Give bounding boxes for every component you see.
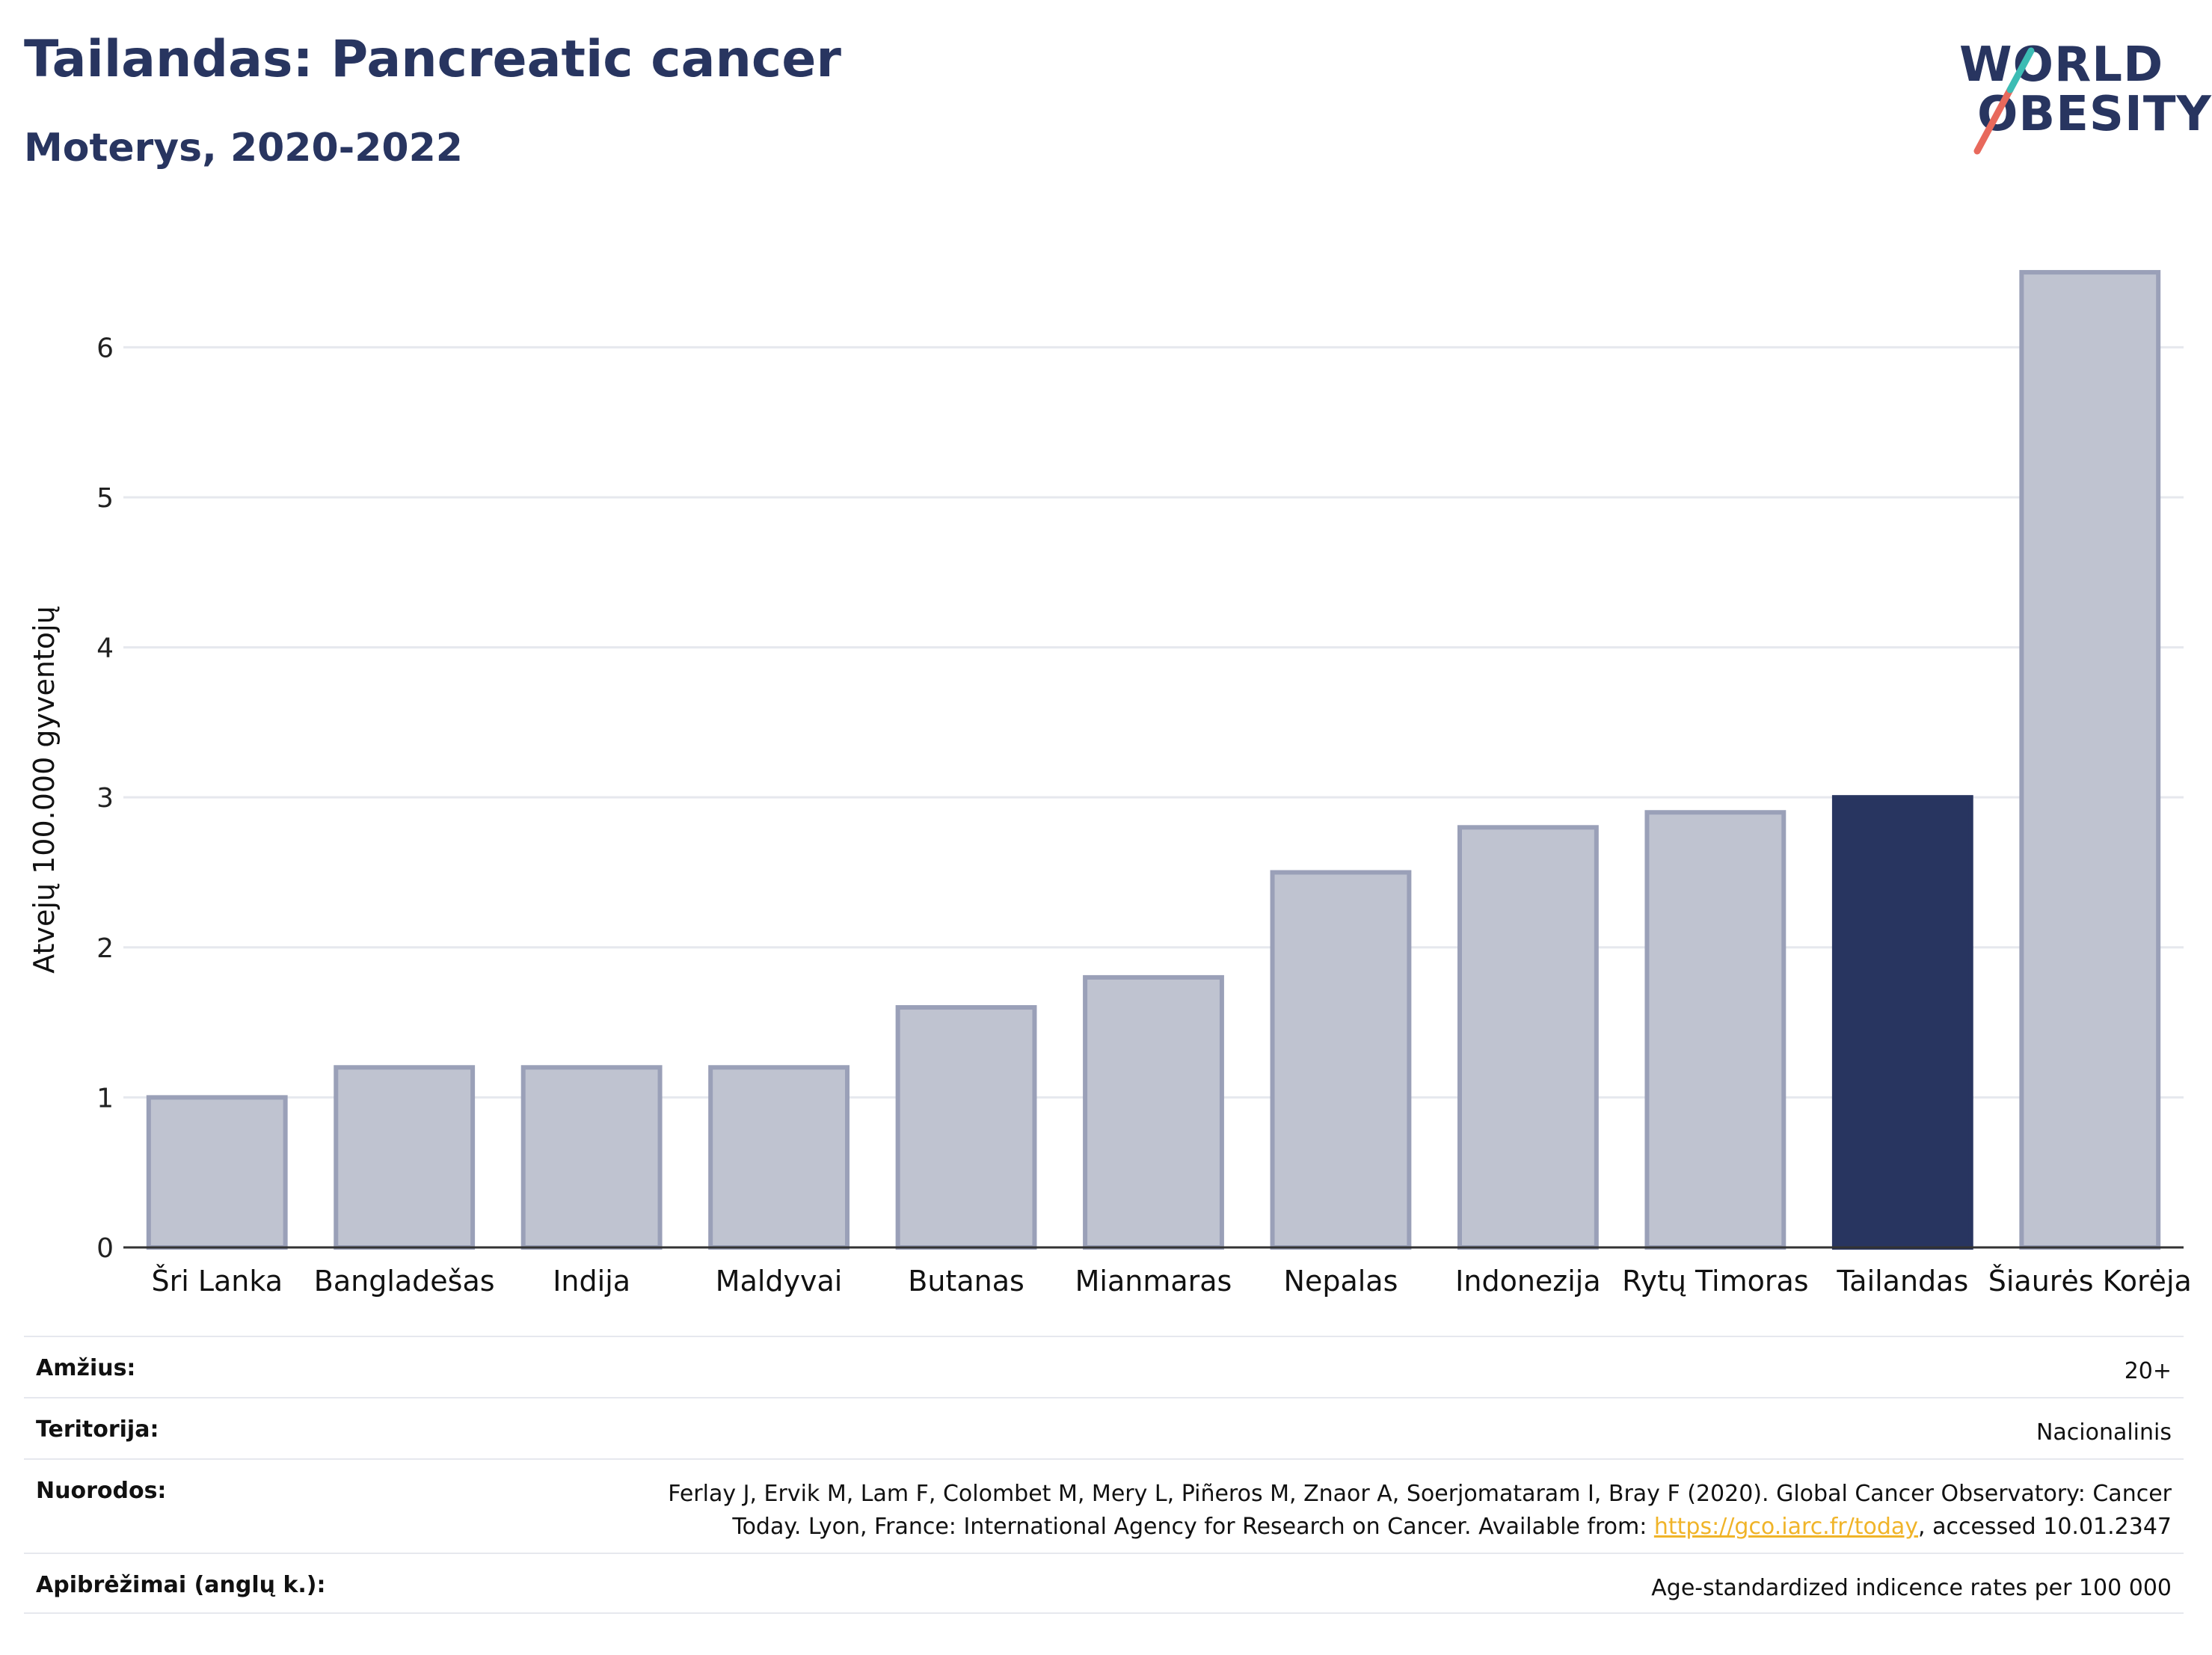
x-tick-label: Nepalas	[1284, 1265, 1398, 1298]
bar	[520, 1065, 663, 1250]
reference-link[interactable]: https://gco.iarc.fr/today	[1653, 1514, 1919, 1540]
bar	[1644, 810, 1787, 1250]
info-row-definitions: Apibrėžimai (anglų k.): Age-standardized…	[24, 1553, 2184, 1614]
info-value: 20+	[2124, 1358, 2172, 1384]
info-value: Ferlay J, Ervik M, Lam F, Colombet M, Me…	[668, 1478, 2172, 1544]
logo-line-2: OBESITY	[1977, 87, 2212, 142]
x-tick-label: Tailandas	[1836, 1265, 1968, 1298]
x-tick-label: Maldyvai	[716, 1265, 843, 1298]
info-key: Amžius:	[36, 1355, 136, 1381]
info-row-references: Nuorodos: Ferlay J, Ervik M, Lam F, Colo…	[24, 1458, 2184, 1553]
x-tick-label: Butanas	[908, 1265, 1024, 1298]
y-tick-label: 2	[96, 933, 114, 964]
info-row-territory: Teritorija: Nacionalinis	[24, 1397, 2184, 1458]
y-tick-label: 5	[96, 483, 114, 514]
y-tick-label: 0	[96, 1233, 114, 1264]
bar	[334, 1065, 476, 1250]
info-key: Nuorodos:	[36, 1478, 167, 1504]
bar	[708, 1065, 850, 1250]
info-table: Amžius: 20+ Teritorija: Nacionalinis Nuo…	[24, 1336, 2184, 1614]
bar	[895, 1005, 1037, 1250]
x-tick-label: Bangladešas	[314, 1265, 495, 1298]
y-tick-label: 3	[96, 783, 114, 814]
bar	[146, 1095, 288, 1250]
bar-chart: 0 1 2 3 4 5 6 Šri Lanka Bangladešas Indija Maldyva…	[28, 270, 2192, 1298]
x-tick-label: Šiaurės Korėja	[1988, 1265, 2192, 1298]
reference-text-line1: Ferlay J, Ervik M, Lam F, Colombet M, Me…	[668, 1481, 2172, 1507]
x-tick-label: Šri Lanka	[151, 1265, 283, 1298]
bar	[1083, 974, 1224, 1250]
reference-text-post: , accessed 10.01.2347	[1918, 1514, 2172, 1540]
logo-slash-icon	[1973, 47, 2035, 155]
bar	[1270, 870, 1412, 1250]
logo-line-1: WORLD	[1959, 37, 2164, 93]
info-value: Age-standardized indicence rates per 100…	[1651, 1575, 2172, 1601]
x-tick-label: Indonezija	[1455, 1265, 1600, 1298]
y-axis-label: Atvejų 100.000 gyventojų	[28, 606, 61, 973]
info-key: Apibrėžimai (anglų k.):	[36, 1572, 326, 1598]
y-tick-label: 4	[96, 633, 114, 664]
x-tick-label: Rytų Timoras	[1622, 1265, 1808, 1298]
x-tick-label: Indija	[553, 1265, 630, 1298]
bar	[1831, 795, 1973, 1250]
info-key: Teritorija:	[36, 1416, 159, 1443]
bar	[2019, 270, 2161, 1250]
info-row-age: Amžius: 20+	[24, 1336, 2184, 1397]
chart-title: Tailandas: Pancreatic cancer	[24, 30, 841, 89]
bar	[1457, 825, 1599, 1250]
y-tick-label: 1	[96, 1083, 114, 1114]
x-tick-label: Mianmaras	[1075, 1265, 1232, 1298]
chart-subtitle: Moterys, 2020-2022	[24, 126, 463, 171]
y-tick-label: 6	[96, 333, 114, 363]
reference-text-pre: Today. Lyon, France: International Agenc…	[732, 1514, 1654, 1540]
info-value: Nacionalinis	[2036, 1419, 2172, 1446]
world-obesity-logo: WORLD OBESITY	[1952, 21, 2211, 156]
